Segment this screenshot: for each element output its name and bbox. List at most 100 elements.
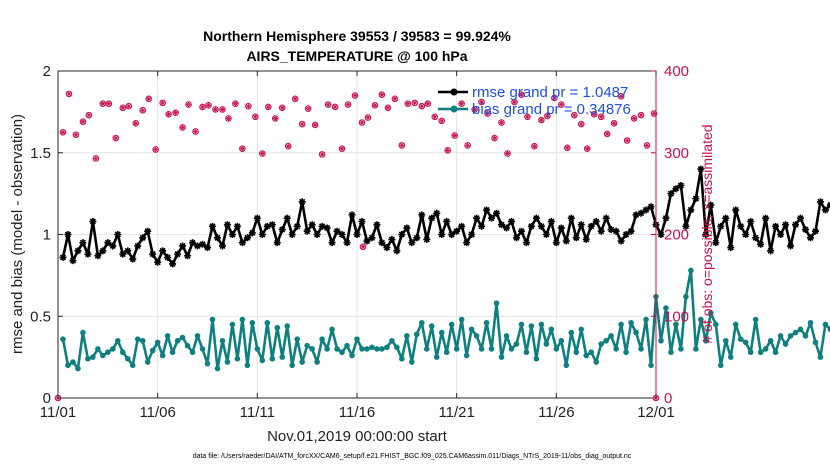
bias-point — [448, 321, 455, 328]
bias-point — [767, 337, 774, 344]
obs-count-point-cross — [544, 113, 551, 119]
bias-point — [533, 355, 540, 362]
y-tick-label: 1.5 — [30, 145, 51, 162]
rmse-point — [522, 239, 530, 247]
bias-point — [727, 354, 734, 360]
bias-point — [249, 319, 256, 326]
rmse-point — [129, 255, 137, 263]
rmse-point — [218, 242, 226, 250]
y-right-tick-label: 200 — [664, 227, 689, 244]
bias-point — [717, 362, 724, 369]
chart-subtitle: AIRS_TEMPERATURE @ 100 hPa — [246, 48, 467, 64]
bias-point — [110, 346, 116, 352]
bias-point — [598, 341, 604, 347]
bias-point — [633, 329, 639, 336]
rmse-point — [702, 231, 710, 238]
rmse-point — [368, 234, 376, 242]
bias-point — [797, 326, 804, 333]
rmse-point — [637, 209, 645, 217]
bias-point — [95, 346, 101, 352]
rmse-point — [318, 222, 326, 230]
rmse-point — [792, 221, 800, 229]
bias-point — [214, 365, 221, 372]
obs-count-point-cross — [80, 118, 86, 125]
bias-point — [563, 362, 570, 369]
rmse-point — [503, 224, 510, 232]
bias-point — [583, 352, 590, 359]
rmse-point — [418, 211, 426, 219]
bias-point — [722, 337, 729, 344]
bias-point — [742, 339, 749, 346]
obs-count-point-cross — [265, 104, 272, 110]
rmse-point — [383, 244, 391, 252]
obs-count-point-cross — [651, 110, 657, 117]
legend-bias-marker — [450, 105, 458, 113]
y-axis-label: rmse and bias (model - observation) — [9, 114, 26, 354]
rmse-point — [577, 221, 585, 229]
x-axis-label: Nov.01,2019 00:00:00 start — [267, 428, 448, 445]
bias-point — [124, 355, 131, 362]
bias-point — [139, 337, 146, 344]
obs-count-point-cross — [319, 151, 325, 158]
rmse-point — [527, 222, 535, 230]
bias-point — [688, 267, 694, 274]
rmse-point — [408, 239, 416, 247]
obs-count-point-cross — [524, 113, 531, 120]
bias-point — [65, 362, 71, 369]
rmse-point — [717, 222, 725, 230]
rmse-point — [144, 227, 152, 235]
rmse-point — [557, 224, 565, 232]
obs-count-point-cross — [339, 145, 345, 152]
obs-count-point-cross — [106, 100, 112, 107]
rmse-point — [238, 239, 246, 247]
rmse-point — [164, 253, 172, 261]
bias-point — [134, 336, 141, 342]
bias-point — [304, 342, 310, 349]
rmse-point — [438, 231, 446, 238]
legend: rmse grand pr = 1.0487 bias grand pr = 0… — [438, 84, 631, 118]
bias-point — [453, 346, 460, 352]
bias-point — [663, 305, 669, 311]
rmse-point — [468, 231, 476, 238]
bias-point — [817, 354, 824, 360]
rmse-point — [413, 234, 421, 242]
obs-count-point-cross — [252, 113, 259, 120]
rmse-point — [313, 231, 321, 238]
bias-point — [154, 339, 161, 346]
rmse-point — [632, 211, 640, 219]
y-tick-label: 2 — [43, 63, 51, 80]
x-tick-label: 11/01 — [40, 404, 76, 421]
obs-count-point-cross — [332, 104, 338, 110]
obs-count-point-cross — [498, 119, 505, 126]
bias-point — [543, 341, 550, 347]
rmse-point — [184, 252, 192, 260]
obs-count-point-cross — [192, 128, 199, 135]
rmse-point — [562, 237, 570, 245]
rmse-point — [428, 214, 436, 222]
bias-point — [394, 344, 400, 351]
bias-point — [349, 352, 355, 359]
rmse-point — [79, 239, 87, 247]
bias-point — [428, 323, 435, 329]
bias-point — [777, 333, 784, 339]
obs-count-point-cross — [372, 102, 378, 109]
bias-point — [608, 333, 614, 339]
rmse-point — [498, 221, 506, 229]
bias-point — [279, 354, 286, 360]
rmse-point — [512, 234, 520, 242]
rmse-point — [767, 247, 775, 255]
bias-point — [658, 337, 664, 344]
y-tick-label: 0.5 — [30, 308, 51, 325]
bias-point — [204, 360, 211, 367]
bias-point — [802, 333, 809, 339]
bias-point — [418, 319, 425, 326]
bias-point — [314, 359, 320, 365]
rmse-point — [393, 247, 401, 255]
y-right-tick-label: 100 — [664, 308, 689, 325]
bias-point — [558, 337, 565, 344]
bias-point — [179, 334, 186, 341]
rmse-point — [777, 231, 785, 238]
bias-point — [553, 346, 560, 352]
rmse-point — [667, 190, 675, 198]
bias-point — [443, 349, 450, 356]
